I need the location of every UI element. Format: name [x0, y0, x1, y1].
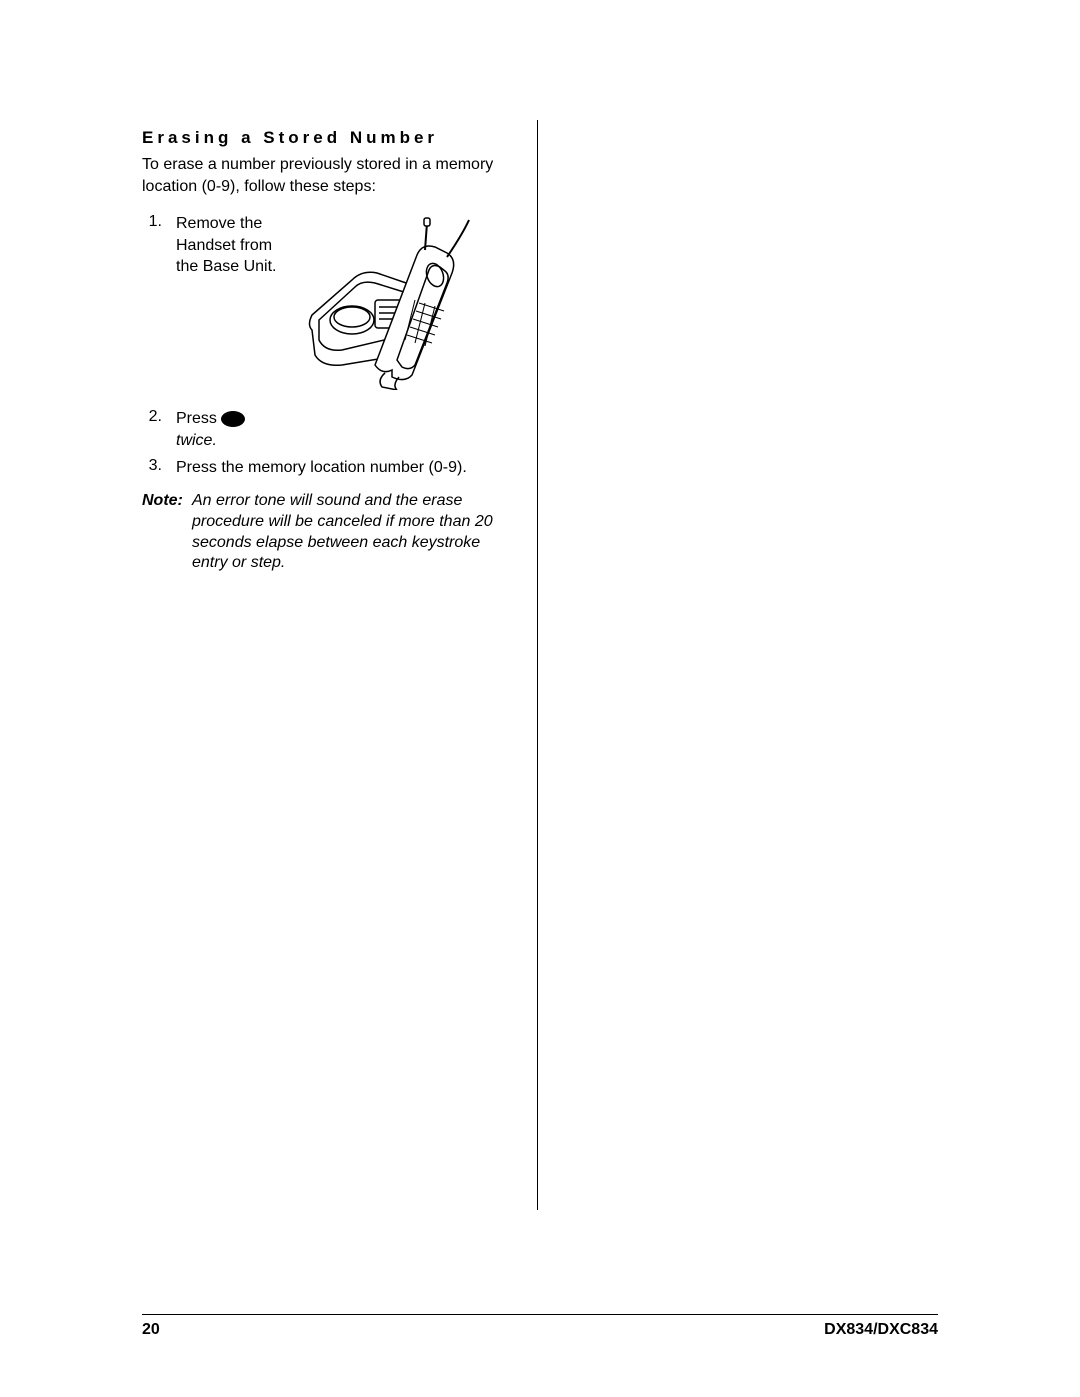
press-text: Press — [176, 408, 217, 430]
step-2: 2. Press twice. — [142, 408, 513, 451]
note-label: Note: — [142, 491, 192, 574]
phone-illustration — [297, 215, 492, 390]
press-line: Press — [176, 408, 245, 430]
step-number: 1. — [142, 213, 176, 278]
note-text: An error tone will sound and the erase p… — [192, 491, 513, 574]
intro-text: To erase a number previously stored in a… — [142, 154, 513, 197]
note-block: Note: An error tone will sound and the e… — [142, 491, 513, 574]
step-3: 3. Press the memory location number (0-9… — [142, 457, 513, 479]
mem-button-icon — [221, 411, 245, 427]
step-text: Remove the Handset from the Base Unit. — [176, 213, 297, 278]
page-number: 20 — [142, 1321, 160, 1339]
step-1: 1. Remove the Handset from the Base Unit… — [142, 213, 513, 390]
section-heading: Erasing a Stored Number — [142, 128, 513, 148]
page-footer: 20 DX834/DXC834 — [142, 1314, 938, 1339]
twice-text: twice. — [176, 430, 245, 452]
column-divider — [537, 120, 538, 1210]
step-2-content: Press twice. — [176, 408, 245, 451]
step-row: 1. Remove the Handset from the Base Unit… — [142, 213, 297, 278]
content-area: Erasing a Stored Number To erase a numbe… — [142, 128, 938, 1208]
step-number: 2. — [142, 408, 176, 451]
step-1-textcol: 1. Remove the Handset from the Base Unit… — [142, 213, 297, 282]
step-number: 3. — [142, 457, 176, 479]
step-text: Press the memory location number (0-9). — [176, 457, 467, 479]
page-container: Erasing a Stored Number To erase a numbe… — [0, 0, 1080, 1397]
model-number: DX834/DXC834 — [824, 1321, 938, 1339]
left-column: Erasing a Stored Number To erase a numbe… — [142, 128, 537, 1208]
